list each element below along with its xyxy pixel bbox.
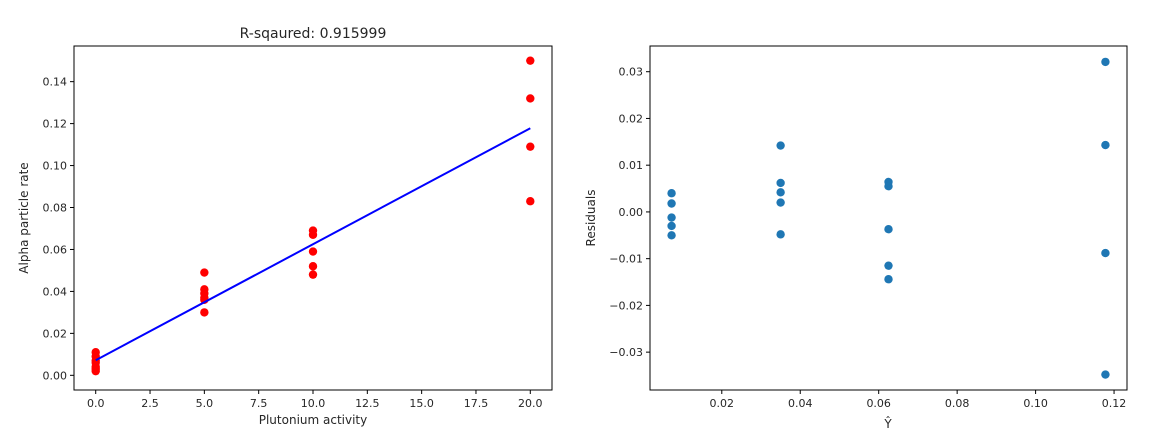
data-point [1101, 57, 1110, 67]
x-tick-label: 7.5 [250, 397, 268, 410]
y-tick-label: 0.00 [619, 206, 644, 219]
y-tick-label: −0.03 [609, 346, 643, 359]
x-tick-label: 12.5 [355, 397, 380, 410]
data-point [1101, 370, 1110, 379]
data-point [526, 94, 535, 103]
y-axis-label: Alpha particle rate [17, 162, 31, 273]
data-point [884, 225, 893, 234]
x-axis-label: Plutonium activity [259, 413, 368, 427]
x-tick-label: 0.08 [945, 397, 970, 410]
y-tick-label: 0.06 [43, 243, 68, 256]
x-tick-label: 15.0 [409, 397, 434, 410]
x-tick-label: 5.0 [196, 397, 214, 410]
data-point [91, 366, 100, 376]
data-point [884, 182, 893, 191]
y-tick-label: −0.02 [609, 299, 643, 312]
data-point [526, 56, 535, 65]
data-point [308, 247, 318, 256]
data-point [200, 268, 209, 277]
x-tick-label: 0.02 [710, 397, 735, 410]
x-tick-label: 20.0 [518, 397, 543, 410]
plot-frame [73, 45, 553, 391]
data-point [526, 142, 535, 151]
y-axis-label: Residuals [584, 190, 598, 247]
data-point [526, 197, 535, 206]
y-tick-label: 0.01 [619, 159, 644, 172]
data-point [776, 230, 785, 239]
x-tick-label: 0.10 [1023, 397, 1048, 410]
fit-chart: R-sqaured: 0.915999 0.0 2.5 5.0 7.5 10.0 12.5… [17, 26, 553, 427]
y-tick-label: 0.02 [619, 112, 644, 125]
residuals-chart: 0.02 0.04 0.06 0.08 0.10 0.12 −0.03 −0.02 −0.01… [584, 45, 1128, 431]
y-tick-label: 0.10 [43, 160, 68, 173]
y-tick-label: 0.08 [43, 202, 68, 215]
data-point [884, 261, 893, 270]
data-point [776, 178, 785, 188]
y-tick-label: −0.01 [609, 253, 643, 266]
data-point [200, 308, 209, 317]
data-point [776, 188, 785, 197]
data-point [667, 231, 676, 240]
chart-title: R-sqaured: 0.915999 [240, 26, 387, 42]
data-point [667, 199, 676, 208]
plot-frame [649, 45, 1128, 391]
data-point [308, 262, 318, 271]
y-tick-label: 0.00 [43, 369, 68, 382]
y-tick-label: 0.12 [43, 118, 68, 131]
data-point [308, 230, 318, 239]
data-point [1101, 248, 1110, 258]
y-tick-label: 0.02 [43, 327, 68, 340]
data-point [667, 189, 676, 198]
x-tick-label: 0.0 [87, 397, 105, 410]
x-tick-label: 10.0 [301, 397, 326, 410]
data-point [667, 221, 676, 231]
data-point [1101, 140, 1110, 150]
data-point [776, 141, 785, 150]
y-tick-label: 0.04 [43, 285, 68, 298]
x-tick-label: 0.04 [788, 397, 813, 410]
x-tick-label: 0.12 [1102, 397, 1127, 410]
x-tick-label: 17.5 [464, 397, 489, 410]
y-tick-label: 0.03 [619, 66, 644, 79]
x-axis-label: Ŷ [883, 416, 892, 431]
data-point [308, 270, 318, 279]
data-point [884, 275, 893, 284]
data-point [667, 213, 676, 222]
data-point [776, 198, 785, 207]
x-tick-label: 0.06 [866, 397, 891, 410]
fit-line [95, 127, 531, 362]
x-tick-label: 2.5 [141, 397, 159, 410]
y-tick-label: 0.14 [43, 76, 68, 89]
